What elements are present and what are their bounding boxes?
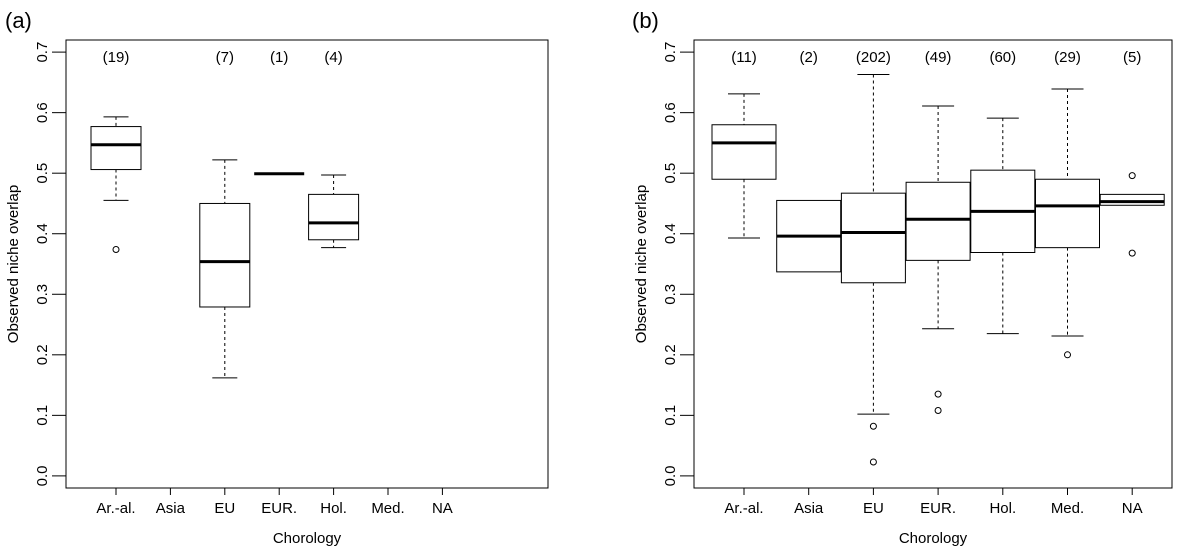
outlier-point — [869, 422, 877, 430]
outlier-point — [1064, 351, 1071, 359]
plot-frame — [65, 39, 549, 489]
y-tick-label: 0.2 — [662, 344, 679, 365]
count-label: (2) — [800, 49, 818, 66]
count-label: (1) — [270, 49, 288, 66]
x-tick-label: NA — [432, 500, 453, 517]
outlier-point — [869, 458, 877, 466]
count-label: (49) — [925, 49, 952, 66]
box-med — [1035, 88, 1100, 359]
box-body — [90, 126, 142, 171]
box-ar-al — [711, 93, 777, 239]
y-tick-label: 0.1 — [662, 405, 679, 426]
y-tick-label: 0.4 — [34, 223, 51, 244]
x-tick-label: EUR. — [261, 500, 297, 517]
count-label: (4) — [324, 49, 342, 66]
box-ar-al — [90, 116, 142, 253]
outlier-point — [934, 407, 942, 415]
x-axis-title: Chorology — [273, 530, 342, 547]
x-tick-label: Ar.-al. — [724, 500, 763, 517]
box-eur — [905, 105, 971, 415]
x-tick-label: Hol. — [320, 500, 347, 517]
count-label: (11) — [731, 49, 757, 66]
panel-b: (b) 0.0 0.1 0.2 0.3 0.4 0.5 0.6 0.7 Observed nich… — [632, 8, 1173, 547]
x-tick-label: Asia — [794, 500, 824, 517]
y-tick-label: 0.1 — [34, 405, 51, 426]
outlier-point — [112, 245, 120, 253]
panel-label: (b) — [632, 8, 659, 33]
box-body — [905, 181, 971, 261]
count-label: (19) — [103, 49, 130, 66]
count-label: (7) — [216, 49, 234, 66]
plot-frame — [693, 39, 1173, 489]
panel-a: (a) 0.0 0.1 0.2 0.3 0.4 0.5 0.6 0.7 Observed nich… — [5, 8, 549, 547]
x-tick-label: EU — [214, 500, 235, 517]
panel-label: (a) — [5, 8, 32, 33]
y-axis-title: Observed niche overlap — [5, 185, 22, 343]
outlier-point — [1128, 172, 1136, 180]
y-axis-title: Observed niche overlap — [633, 185, 650, 343]
box-na — [1099, 172, 1165, 257]
x-tick-label: Hol. — [989, 500, 1016, 517]
box-asia — [776, 199, 842, 273]
y-tick-label: 0.5 — [662, 163, 679, 184]
y-tick-label: 0.6 — [662, 102, 679, 123]
box-body — [1035, 178, 1100, 249]
box-eu — [840, 74, 906, 466]
count-label: (29) — [1054, 49, 1081, 66]
count-label: (60) — [989, 49, 1016, 66]
x-tick-label: Med. — [1051, 500, 1084, 517]
box-hol — [308, 174, 360, 249]
y-tick-label: 0.6 — [34, 102, 51, 123]
x-tick-label: NA — [1122, 500, 1143, 517]
box-body — [840, 192, 906, 284]
y-tick-label: 0.0 — [34, 465, 51, 486]
y-tick-label: 0.3 — [662, 284, 679, 305]
y-tick-label: 0.5 — [34, 163, 51, 184]
box-body — [711, 124, 777, 180]
y-tick-label: 0.2 — [34, 344, 51, 365]
count-label: (202) — [856, 49, 891, 66]
x-tick-label: Med. — [371, 500, 404, 517]
x-axis-title: Chorology — [899, 530, 968, 547]
y-tick-label: 0.7 — [662, 42, 679, 63]
y-tick-label: 0.0 — [662, 465, 679, 486]
x-tick-label: EU — [863, 500, 884, 517]
box-body — [199, 202, 251, 308]
outlier-point — [934, 390, 942, 398]
y-tick-label: 0.4 — [662, 223, 679, 244]
outlier-point — [1128, 249, 1136, 257]
box-body — [308, 193, 360, 241]
x-tick-label: Ar.-al. — [96, 500, 135, 517]
x-tick-label: Asia — [156, 500, 186, 517]
y-tick-label: 0.7 — [34, 42, 51, 63]
box-body — [1099, 193, 1165, 206]
x-tick-label: EUR. — [920, 500, 956, 517]
box-hol — [970, 117, 1036, 335]
count-label: (5) — [1123, 49, 1141, 66]
y-tick-label: 0.3 — [34, 284, 51, 305]
box-eu — [199, 159, 251, 379]
